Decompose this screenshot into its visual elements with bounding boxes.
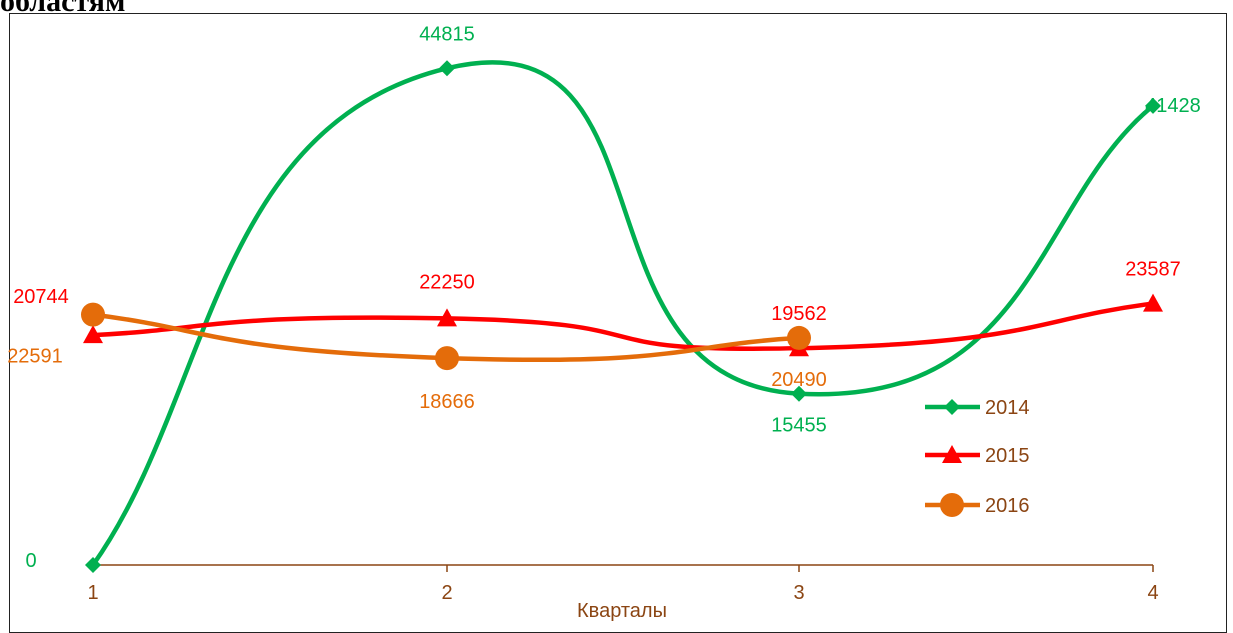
series-line-2014	[90, 60, 1156, 568]
series-line-2015	[90, 301, 1156, 351]
data-label-2015: 20744	[13, 286, 69, 308]
data-point-2015	[437, 308, 457, 327]
legend-label: 2014	[985, 397, 1030, 419]
x-tick-label: 1	[87, 582, 98, 604]
legend-marker	[944, 399, 960, 415]
data-label-2014: 15455	[771, 415, 827, 437]
data-label-2015: 22250	[419, 271, 475, 293]
data-label-2015: 19562	[771, 303, 827, 325]
data-label-2016: 20490	[771, 369, 827, 391]
data-point-2016	[81, 302, 105, 327]
data-label-2014: 0	[25, 550, 36, 572]
data-label-layer: 0 44815 15455 41428 20744 22250 19562 23587 2259…	[7, 23, 1201, 572]
series-layer	[81, 60, 1163, 573]
legend-label: 2016	[985, 495, 1030, 517]
data-point-2015	[83, 325, 103, 344]
data-label-2016: 22591	[7, 346, 63, 368]
x-tick-label: 3	[793, 582, 804, 604]
x-axis-title: Кварталы	[577, 600, 667, 622]
data-point-2014	[791, 385, 807, 402]
data-label-2016: 18666	[419, 391, 475, 413]
axis-layer: 1 2 3 4	[87, 564, 1159, 604]
data-point-2016	[435, 346, 459, 371]
data-label-2015: 23587	[1125, 259, 1181, 281]
legend-marker	[942, 445, 962, 463]
data-point-2014	[439, 60, 455, 77]
data-point-2014	[85, 557, 101, 573]
x-tick-label: 2	[441, 582, 452, 604]
legend-marker	[940, 493, 964, 517]
data-label-2014: 41428	[1145, 95, 1201, 117]
legend: 2014 2015 2016	[925, 397, 1030, 517]
data-point-2014	[1145, 97, 1161, 114]
data-label-2014: 44815	[419, 23, 475, 45]
data-point-2015	[1143, 293, 1163, 312]
page-heading-fragment: областям	[0, 0, 126, 18]
data-point-2016	[787, 325, 811, 350]
legend-label: 2015	[985, 445, 1030, 467]
x-tick-label: 4	[1147, 582, 1158, 604]
